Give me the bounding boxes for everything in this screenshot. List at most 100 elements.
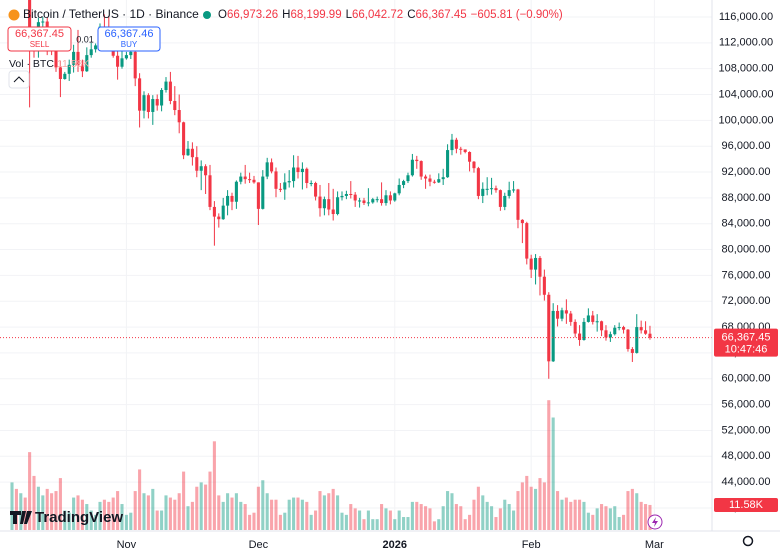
candle-body [177,110,181,123]
last-price-box [714,328,778,357]
volume-bar [556,491,560,530]
volume-bar [630,488,634,530]
last-volume-box [714,497,778,512]
volume-bar [129,512,133,530]
candle-body [573,321,577,334]
candle-body [380,199,384,204]
volume-layer [10,400,652,530]
volume-bar [195,486,199,530]
candle-body [402,181,406,185]
volume-bar [221,501,225,530]
volume-bar [362,519,366,530]
volume-bar [476,486,480,530]
candle-body [133,51,137,79]
candle-body [195,157,199,171]
volume-bar [450,493,454,530]
candle-body [635,327,639,353]
volume-bar [472,499,476,530]
volume-bar [613,506,617,530]
x-tick-label: 2026 [383,539,407,551]
buy-button[interactable]: 66,367.46 BUY [97,26,161,52]
candle-body [76,51,80,66]
candle-body [375,199,379,201]
volume-bar [459,506,463,530]
y-tick-label: 80,000.00 [722,243,771,255]
candle-body [463,149,467,153]
sell-button[interactable]: 66,367.45 SELL [7,26,72,52]
sell-label: SELL [30,40,50,49]
candle-body [569,313,573,322]
volume-bar [45,488,49,530]
candle-body [362,200,366,204]
buy-box [97,26,161,52]
candle-body [72,51,76,65]
volume-bar [173,499,177,530]
candle-body [116,55,120,67]
candle-body [182,122,186,156]
volume-bar [107,501,111,530]
volume-bar [393,519,397,530]
l-label: L [346,9,353,21]
volume-bar [155,510,159,530]
candle-body [476,168,480,196]
volume-bar [72,497,76,530]
candle-body [309,183,313,185]
volume-bar [344,514,348,530]
c-value: 66,367.45 [416,9,467,21]
candle-body [490,188,494,190]
volume-bar [85,504,89,530]
candle-body [212,206,216,217]
volume-bar [32,475,36,530]
candle-body [371,199,375,203]
candle-body [221,205,225,220]
candle-body [560,310,564,319]
volume-bar [300,499,304,530]
collapse-button[interactable] [8,70,30,89]
volume-bar [278,514,282,530]
volume-legend: Vol · BTC [9,58,54,70]
candle-body [243,176,247,180]
candle-body [626,329,630,350]
candle-body [494,188,498,191]
candle-body [538,257,542,277]
volume-bar [274,499,278,530]
candle-body [261,176,265,209]
volume-bar [340,512,344,530]
volume-bar [551,417,555,530]
y-tick-label: 88,000.00 [722,192,771,204]
candle-body [516,189,520,220]
settings-icon[interactable] [742,535,754,547]
volume-bar [498,508,502,530]
candle-body [639,327,643,331]
candle-body [428,178,432,182]
volume-bar [270,499,274,530]
candle-body [146,95,150,112]
volume-bar [94,514,98,530]
candle-body [648,333,652,338]
volume-bar [639,501,643,530]
volume-bar [516,491,520,530]
volume-bar [437,519,441,530]
candle-body [542,276,546,295]
candle-body [226,195,230,206]
candle-body [613,327,617,335]
candle-body [595,321,599,323]
ohlc-legend: O66,973.26 H68,199.99 L66,042.72 C66,367.45… [218,9,563,21]
volume-bar [441,506,445,530]
volume-bar [50,493,54,530]
candle-body [446,150,450,178]
candle-body [419,161,423,177]
candle-body [393,193,397,201]
candle-body [366,202,370,204]
volume-bar [424,506,428,530]
volume-bar [182,471,186,530]
x-tick-label: Dec [249,539,269,551]
candle-body [441,177,445,180]
candle-body [129,51,133,56]
candle-body [89,49,93,56]
candle-body [270,162,274,172]
volume-bar [349,504,353,530]
volume-bar [234,493,238,530]
candle-body [80,65,84,72]
volume-bar [485,501,489,530]
